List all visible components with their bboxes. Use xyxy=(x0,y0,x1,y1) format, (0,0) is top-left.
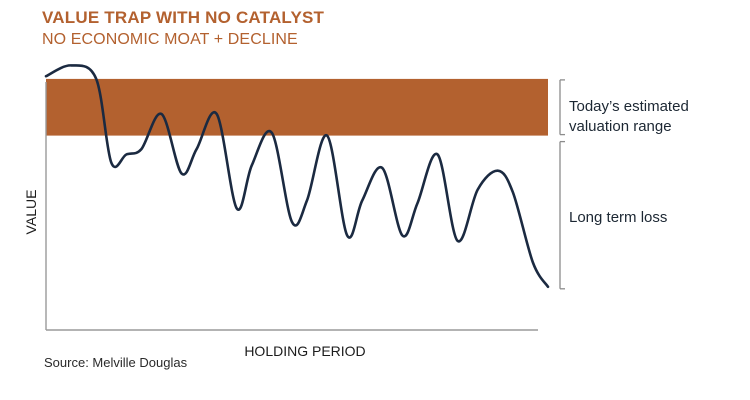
long-term-loss-label: Long term loss xyxy=(569,209,667,226)
y-axis-label: VALUE xyxy=(23,190,39,235)
valuation-range-label-line1: Today’s estimated xyxy=(569,98,689,115)
x-axis-label: HOLDING PERIOD xyxy=(244,343,365,359)
chart-subtitle: NO ECONOMIC MOAT + DECLINE xyxy=(42,31,298,48)
valuation-range-bracket xyxy=(559,79,565,136)
source-note: Source: Melville Douglas xyxy=(44,355,188,370)
valuation-range-label-line2: valuation range xyxy=(569,118,672,135)
valuation-range-band xyxy=(46,78,548,136)
value-line xyxy=(44,64,550,289)
chart-title: VALUE TRAP WITH NO CATALYST xyxy=(42,8,325,27)
long-term-loss-bracket xyxy=(559,140,565,290)
